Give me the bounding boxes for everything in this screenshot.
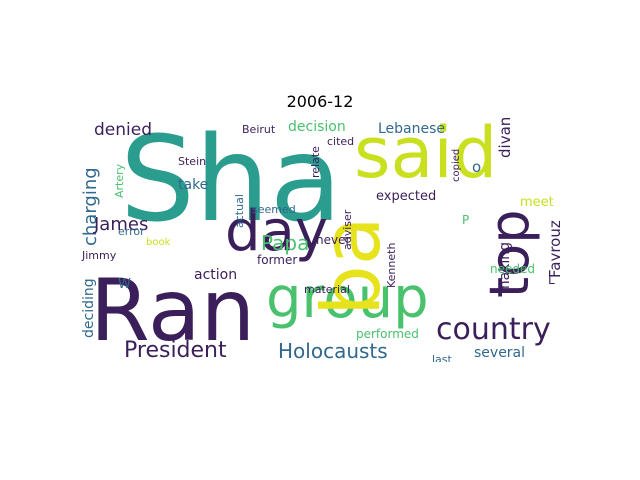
- word-performed: performed: [356, 327, 419, 341]
- chart-title: 2006-12: [286, 92, 354, 111]
- word-divan: divan: [496, 118, 514, 158]
- word-material: material: [304, 283, 350, 296]
- word-ran: Ran: [90, 261, 256, 361]
- word-decision: decision: [288, 119, 346, 135]
- word-country: country: [436, 312, 551, 347]
- word-expected: expected: [376, 189, 437, 204]
- word-actual: actual: [233, 194, 246, 228]
- word-take: take: [178, 177, 209, 193]
- word-day: day: [225, 199, 329, 264]
- word-denied: denied: [94, 120, 152, 140]
- word-needed: needed: [490, 262, 535, 276]
- word-holocausts: Holocausts: [278, 339, 388, 362]
- word-copied: copied: [451, 148, 462, 182]
- word-artery: Artery: [113, 163, 126, 198]
- word-w: W: [118, 277, 131, 292]
- word-beirut: Beirut: [242, 123, 276, 136]
- word-jimmy: Jimmy: [82, 249, 117, 262]
- word-p: P: [462, 213, 470, 227]
- word-fayrouz: Fayrouz: [546, 220, 560, 278]
- word-group: group: [266, 266, 429, 331]
- word-james: James: [94, 214, 149, 235]
- word-president: President: [124, 338, 227, 362]
- word-meet: meet: [520, 195, 554, 210]
- word-lebanese: Lebanese: [378, 121, 446, 137]
- word-seemed: seemed: [252, 203, 296, 216]
- word-former: former: [257, 253, 298, 267]
- word-action: action: [194, 267, 238, 283]
- word-last: last: [432, 353, 452, 362]
- word-sha: Sha: [120, 118, 342, 248]
- word-never: never: [316, 233, 351, 247]
- word-kenneth: Kenneth: [385, 242, 398, 288]
- word-l: L: [548, 273, 555, 287]
- word-cited: cited: [327, 135, 355, 148]
- word-book: book: [146, 237, 171, 248]
- word-stein: Stein: [178, 155, 207, 168]
- word-said: said: [354, 118, 498, 194]
- word-deciding: deciding: [81, 278, 97, 338]
- word-several: several: [474, 345, 526, 361]
- word-relate: relate: [309, 146, 322, 178]
- word-cloud: Sha Ran said day group ba top country Pr…: [80, 118, 560, 362]
- word-error: error: [118, 225, 145, 238]
- word-o: o: [472, 158, 482, 176]
- word-papa: Papa: [261, 231, 310, 255]
